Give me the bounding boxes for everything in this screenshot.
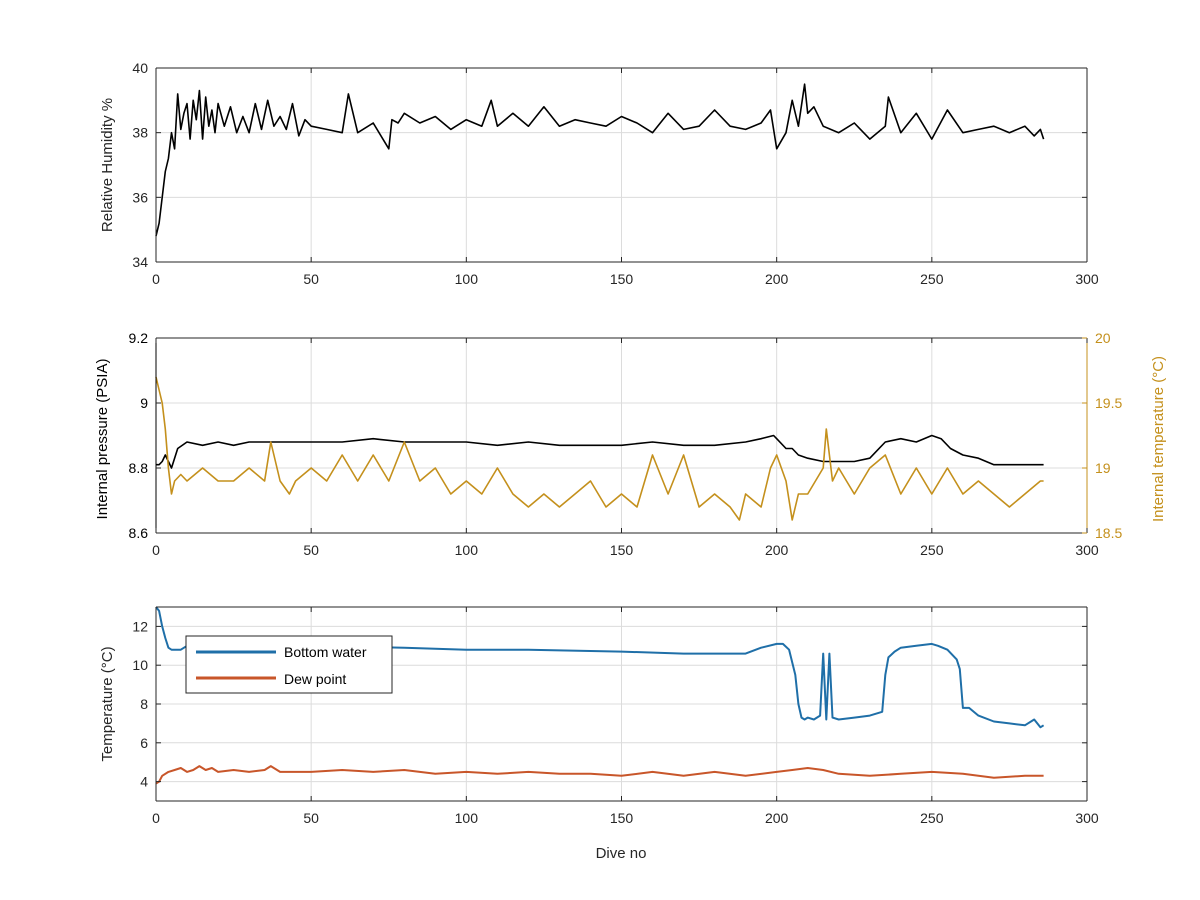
y-tick-label: 10 [132,657,148,673]
humidity-ylabel: Relative Humidity % [99,98,116,232]
legend-label-dew-point: Dew point [284,671,346,687]
y-tick-label: 38 [132,125,148,141]
y-tick-label: 4 [140,774,148,790]
y-right-tick-label: 19 [1095,460,1111,476]
x-tick-label: 0 [152,810,160,826]
pressure-temperature-panel: 0 50 100 150 200 250 300 8.6 8.8 9 9.2 18.5 19 19.5 20 [129,330,1123,558]
x-tick-label: 50 [303,810,319,826]
y-tick-label: 8.8 [129,460,149,476]
y-tick-label: 6 [140,735,148,751]
x-tick-label: 100 [455,271,479,287]
temperature-ylabel: Temperature (°C) [99,646,116,761]
x-tick-label: 150 [610,810,634,826]
x-tick-label: 200 [765,271,789,287]
y-tick-label: 8.6 [129,525,149,541]
y-right-tick-label: 18.5 [1095,525,1122,541]
humidity-panel: 0 50 100 150 200 250 300 34 36 38 40 [132,60,1098,287]
series-line-black-0 [156,434,1044,469]
y-right-tick-label: 20 [1095,330,1111,346]
x-tick-label: 250 [920,810,944,826]
series-line-dew-point [155,765,1044,785]
y-tick-label: 9 [140,395,148,411]
legend-box [185,635,393,694]
internal-temperature-ylabel: Internal temperature (°C) [1150,356,1167,522]
x-tick-label: 150 [610,271,634,287]
y-tick-label: 36 [132,189,148,205]
series-line-gold-1 [155,376,1044,521]
legend: Bottom water Dew point [185,635,393,694]
x-tick-label: 50 [303,271,319,287]
y-tick-label: 12 [132,618,148,634]
y-tick-label: 40 [132,60,148,76]
x-tick-label: 300 [1075,810,1099,826]
x-tick-label: 150 [610,542,634,558]
x-tick-label: 0 [152,542,160,558]
series-line-black-0 [155,83,1045,237]
x-tick-label: 250 [920,542,944,558]
y-tick-label: 8 [140,696,148,712]
legend-label-bottom-water: Bottom water [284,644,367,660]
x-tick-label: 0 [152,271,160,287]
y-right-tick-label: 19.5 [1095,395,1122,411]
x-tick-label: 300 [1075,271,1099,287]
x-tick-label: 250 [920,271,944,287]
dive-no-xlabel: Dive no [596,845,647,862]
x-tick-label: 200 [765,542,789,558]
y-tick-label: 9.2 [129,330,149,346]
x-tick-label: 300 [1075,542,1099,558]
x-tick-label: 50 [303,542,319,558]
pressure-ylabel: Internal pressure (PSIA) [94,359,111,520]
x-tick-label: 100 [455,542,479,558]
y-tick-label: 34 [132,254,148,270]
x-tick-label: 200 [765,810,789,826]
x-tick-label: 100 [455,810,479,826]
